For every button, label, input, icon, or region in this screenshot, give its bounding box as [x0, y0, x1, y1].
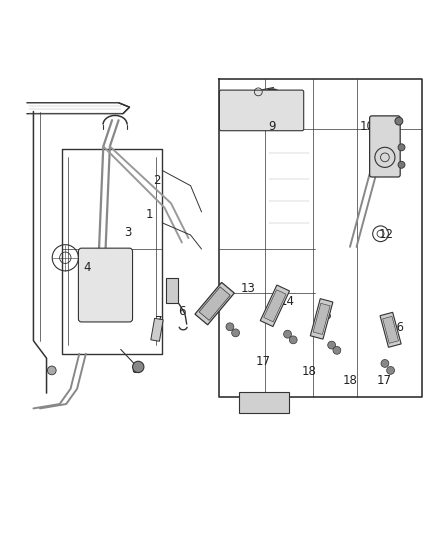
Text: 5: 5 — [170, 283, 177, 296]
Text: 11: 11 — [380, 137, 395, 150]
Text: 12: 12 — [378, 228, 393, 241]
Text: 14: 14 — [280, 295, 295, 308]
Circle shape — [133, 361, 144, 373]
Polygon shape — [310, 298, 333, 339]
Circle shape — [387, 367, 395, 374]
Circle shape — [47, 366, 56, 375]
Circle shape — [284, 330, 291, 338]
FancyBboxPatch shape — [219, 90, 304, 131]
Polygon shape — [166, 278, 178, 303]
Text: 9: 9 — [268, 120, 276, 133]
Text: 16: 16 — [390, 321, 405, 334]
Circle shape — [398, 161, 405, 168]
Text: 4: 4 — [83, 261, 91, 274]
Polygon shape — [199, 287, 230, 320]
Text: 7: 7 — [155, 314, 162, 328]
Text: 18: 18 — [343, 374, 357, 386]
Text: 19: 19 — [263, 404, 278, 417]
Circle shape — [289, 336, 297, 344]
Polygon shape — [260, 285, 290, 327]
Text: 3: 3 — [124, 226, 132, 239]
Polygon shape — [264, 290, 286, 322]
Text: 17: 17 — [377, 374, 392, 387]
Polygon shape — [195, 282, 234, 325]
Circle shape — [395, 117, 403, 125]
Text: 8: 8 — [131, 364, 139, 376]
Polygon shape — [380, 312, 401, 348]
Polygon shape — [151, 318, 163, 341]
Circle shape — [226, 323, 234, 330]
Polygon shape — [313, 303, 330, 335]
FancyBboxPatch shape — [78, 248, 133, 322]
Circle shape — [232, 329, 240, 337]
Text: 18: 18 — [302, 365, 317, 378]
Text: 17: 17 — [256, 355, 271, 368]
Circle shape — [381, 359, 389, 367]
Text: 1: 1 — [145, 208, 153, 222]
Text: 2: 2 — [153, 174, 161, 187]
Polygon shape — [239, 392, 289, 413]
Circle shape — [398, 144, 405, 151]
Text: 15: 15 — [318, 309, 333, 322]
Circle shape — [328, 341, 336, 349]
Text: 10: 10 — [360, 120, 375, 133]
Text: 6: 6 — [179, 305, 186, 318]
FancyBboxPatch shape — [370, 116, 400, 177]
Text: 13: 13 — [241, 282, 256, 295]
Polygon shape — [383, 316, 399, 343]
Circle shape — [333, 346, 341, 354]
